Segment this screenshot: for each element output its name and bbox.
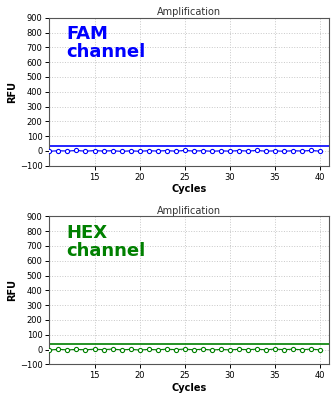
Y-axis label: RFU: RFU: [7, 279, 17, 301]
Title: Amplification: Amplification: [157, 206, 221, 216]
Y-axis label: RFU: RFU: [7, 81, 17, 103]
X-axis label: Cycles: Cycles: [172, 184, 207, 194]
Title: Amplification: Amplification: [157, 7, 221, 17]
Text: FAM
channel: FAM channel: [66, 25, 145, 61]
Text: HEX
channel: HEX channel: [66, 224, 145, 260]
X-axis label: Cycles: Cycles: [172, 383, 207, 393]
